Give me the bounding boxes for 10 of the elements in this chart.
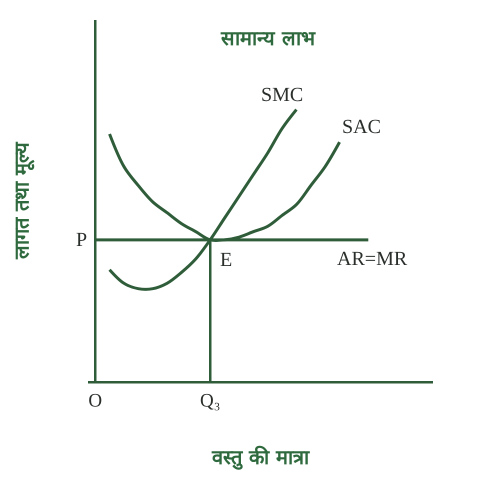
x-axis-title: वस्तु की मात्रा: [211, 445, 310, 470]
annotation: E: [220, 249, 232, 271]
series-label: SMC: [261, 84, 304, 106]
x-tick-label: O: [88, 390, 102, 412]
series-label: AR=MR: [337, 248, 408, 270]
annotation: P: [76, 229, 88, 251]
chart-title: सामान्य लाभ: [220, 26, 316, 50]
series-label: SAC: [342, 116, 381, 138]
y-axis-title: लागत तथा मूल्य: [10, 141, 34, 260]
x-tick-label: Q₃: [200, 390, 220, 412]
